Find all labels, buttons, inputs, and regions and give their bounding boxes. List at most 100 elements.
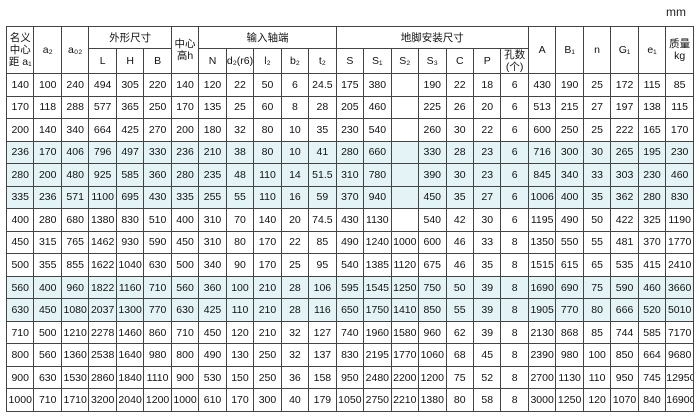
table-cell: 490 — [335, 230, 365, 255]
table-cell — [390, 208, 420, 232]
table-cell: 236 — [33, 185, 62, 210]
table-cell: 33 — [472, 230, 502, 255]
table-cell: 1460 — [115, 320, 145, 345]
table-row: 170 118 288 577 365 250 170 135 25 60 8 28 205 460 225… — [5, 95, 694, 120]
table-cell: 120 — [198, 73, 227, 97]
table-cell: 75 — [582, 275, 612, 300]
table-cell: 800 — [170, 343, 200, 367]
table-cell: 100 — [582, 343, 612, 367]
table-cell: 39 — [472, 298, 502, 322]
table-cell: 430 — [143, 185, 172, 210]
table-cell: 95 — [308, 253, 337, 277]
table-cell: 75 — [445, 365, 474, 390]
table-cell: 400 — [33, 275, 62, 300]
table-cell: 250 — [143, 95, 172, 120]
table-cell: 8 — [500, 365, 529, 390]
table-cell: 50 — [582, 208, 612, 232]
table-cell: 140 — [5, 73, 35, 97]
table-cell: 158 — [308, 365, 337, 390]
table-cell: 240 — [60, 73, 90, 97]
table-cell: 14 — [280, 163, 310, 187]
table-cell: 415 — [637, 253, 667, 277]
table-cell: 1130 — [363, 208, 392, 232]
header-cell: P — [472, 48, 502, 74]
table-cell: 800 — [5, 343, 35, 367]
table-cell: 250 — [253, 365, 282, 390]
table-cell: 595 — [335, 275, 365, 300]
table-cell — [390, 118, 420, 142]
table-cell: 355 — [33, 253, 62, 277]
table-cell: 210 — [198, 140, 227, 165]
table-cell: 1515 — [527, 253, 557, 277]
table-cell: 36 — [280, 365, 310, 390]
table-cell: 630 — [33, 365, 62, 390]
table-cell: 236 — [170, 140, 200, 165]
table-cell: 135 — [198, 95, 227, 120]
header-cell: n — [582, 26, 612, 74]
table-cell: 1750 — [363, 298, 392, 322]
table-cell: 830 — [335, 343, 365, 367]
table-cell: 100 — [225, 275, 255, 300]
table-row: 335 236 571 1100 695 430 335 255 55 110 16 59 370 940… — [5, 185, 694, 210]
table-cell: 10 — [280, 140, 310, 165]
table-cell: 50 — [253, 73, 282, 97]
table-cell: 215 — [555, 95, 584, 120]
table-cell: 335 — [5, 185, 35, 210]
table-cell: 360 — [143, 163, 172, 187]
table-cell: 16 — [280, 185, 310, 210]
table-cell: 1410 — [390, 298, 420, 322]
table-cell: 118 — [33, 95, 62, 120]
table-cell: 20 — [472, 95, 502, 120]
table-cell: 1200 — [418, 365, 447, 390]
table-cell: 45 — [472, 343, 502, 367]
table-cell: 855 — [60, 253, 90, 277]
header-cell: a₂ — [33, 26, 62, 74]
table-cell: 68 — [445, 343, 474, 367]
table-cell: 85 — [582, 320, 612, 345]
table-row: 630 450 1080 2037 1300 770 630 425 110 210 28 116 65… — [5, 298, 694, 322]
table-cell: 460 — [665, 163, 694, 187]
table-cell: 2210 — [390, 388, 420, 412]
header-cell: S₃ — [418, 48, 447, 74]
table-cell: 170 — [170, 95, 200, 120]
table-cell: 230 — [335, 118, 365, 142]
table-cell: 660 — [363, 140, 392, 165]
table-cell: 1530 — [60, 365, 90, 390]
table-cell: 577 — [88, 95, 117, 120]
table-cell: 3000 — [527, 388, 557, 412]
table-cell: 8 — [500, 388, 529, 412]
table-cell: 8 — [500, 343, 529, 367]
table-cell: 1200 — [143, 388, 172, 412]
table-cell: 925 — [88, 163, 117, 187]
table-cell: 305 — [115, 73, 145, 97]
table-cell: 55 — [582, 230, 612, 255]
table-cell: 41 — [308, 140, 337, 165]
table-cell: 796 — [88, 140, 117, 165]
table-cell: 2750 — [363, 388, 392, 412]
table-cell: 8 — [500, 320, 529, 345]
table-cell: 80 — [253, 118, 282, 142]
table-cell: 850 — [418, 298, 447, 322]
header-cell: a₀₂ — [60, 26, 90, 74]
table-cell: 710 — [143, 275, 172, 300]
table-cell: 42 — [445, 208, 474, 232]
header-cell: H — [115, 48, 145, 74]
table-cell: 220 — [143, 73, 172, 97]
table-cell: 650 — [335, 298, 365, 322]
table-cell: 80 — [225, 230, 255, 255]
table-cell: 2700 — [527, 365, 557, 390]
table-cell: 400 — [5, 208, 35, 232]
table-row: 900 630 1530 2860 1840 1110 900 530 150 250 36 158 9… — [5, 365, 694, 390]
table-cell: 51.5 — [308, 163, 337, 187]
table-cell: 120 — [582, 388, 612, 412]
table-cell: 24.5 — [308, 73, 337, 97]
table-cell: 170 — [253, 253, 282, 277]
table-cell: 510 — [143, 208, 172, 232]
table-cell: 116 — [308, 298, 337, 322]
table-cell: 35 — [308, 118, 337, 142]
table-cell: 1006 — [527, 185, 557, 210]
table-cell: 80 — [582, 298, 612, 322]
table-cell: 6 — [280, 73, 310, 97]
table-cell: 28 — [308, 95, 337, 120]
table-cell: 230 — [637, 163, 667, 187]
